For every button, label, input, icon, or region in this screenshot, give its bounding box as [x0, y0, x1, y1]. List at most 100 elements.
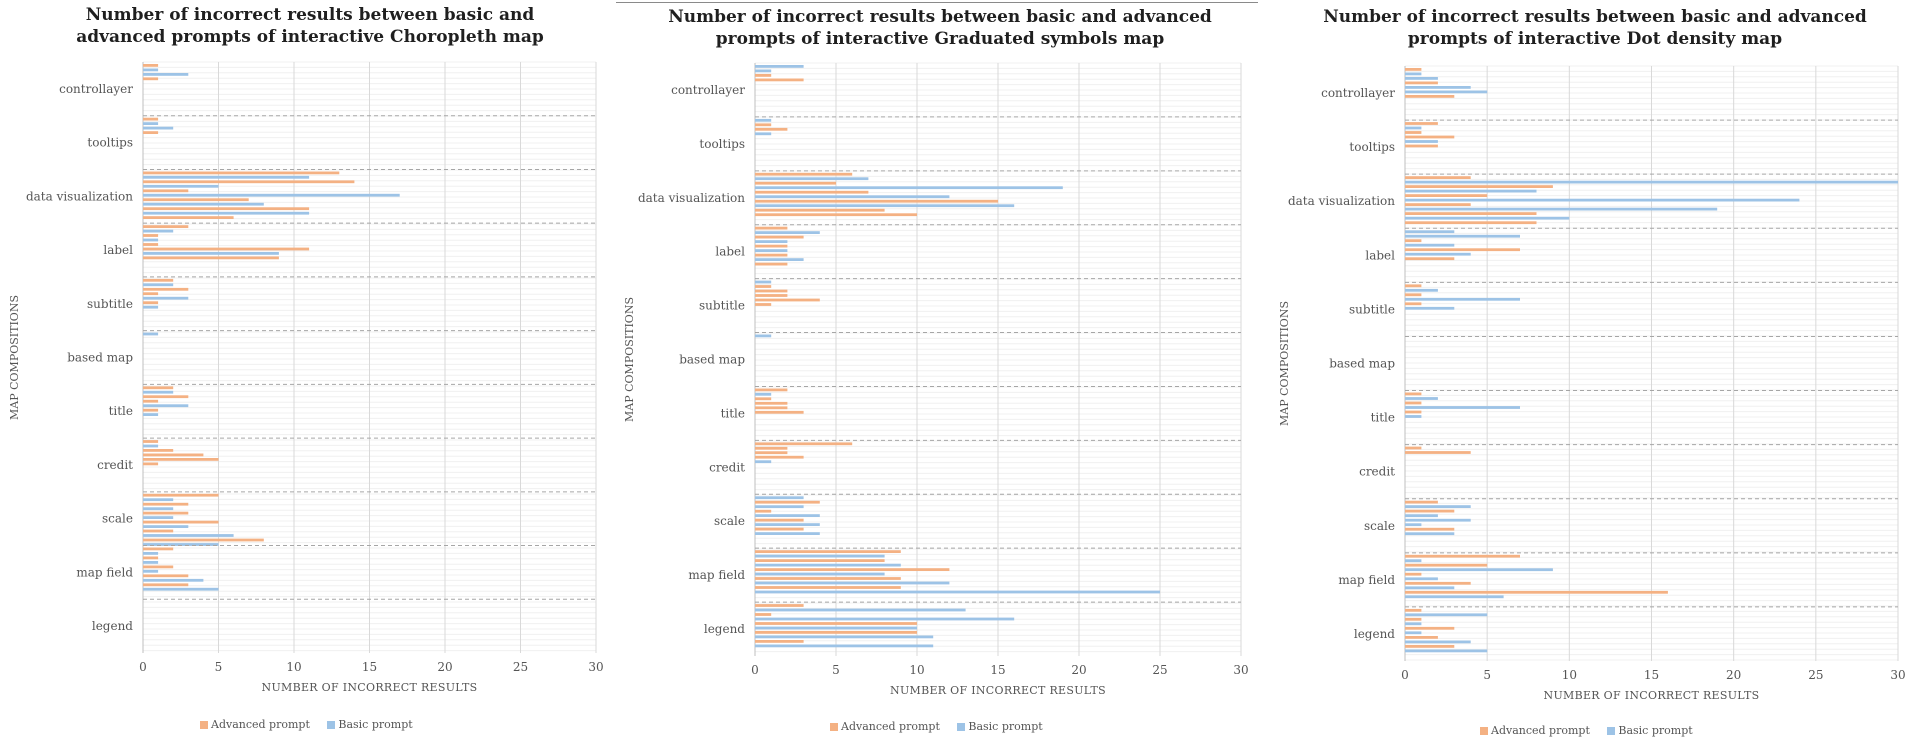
bar-basic-prompt: [143, 238, 159, 242]
bar-basic-prompt: [143, 73, 189, 76]
legend-item-basic: Basic prompt: [327, 718, 413, 731]
bar-basic-prompt: [143, 332, 159, 336]
bar-advanced-prompt: [755, 294, 788, 297]
bar-basic-prompt: [755, 496, 804, 500]
bar-basic-prompt: [755, 132, 772, 136]
bar-basic-prompt: [143, 126, 174, 130]
y-category-label: scale: [102, 512, 133, 526]
bar-advanced-prompt: [143, 565, 174, 569]
bar-basic-prompt: [755, 280, 772, 284]
bar-basic-prompt: [1405, 90, 1488, 94]
x-tick-label: 0: [751, 663, 759, 677]
x-tick-label: 10: [909, 663, 924, 677]
bar-advanced-prompt: [755, 235, 804, 239]
bar-advanced-prompt: [1405, 257, 1455, 261]
y-category-label: tooltips: [87, 136, 133, 150]
bar-advanced-prompt: [755, 127, 788, 131]
bar-advanced-prompt: [755, 262, 788, 266]
bar-basic-prompt: [1405, 518, 1471, 522]
bar-advanced-prompt: [1405, 293, 1422, 297]
bar-advanced-prompt: [1405, 131, 1422, 134]
bar-advanced-prompt: [143, 64, 159, 67]
y-category-label: subtitle: [699, 299, 745, 313]
bar-basic-prompt: [1405, 198, 1800, 202]
chart-title-line: advanced prompts of interactive Chorople…: [76, 27, 544, 47]
legend-label-basic: Basic prompt: [338, 718, 413, 731]
bar-advanced-prompt: [755, 406, 788, 410]
bar-basic-prompt: [755, 186, 1063, 190]
bar-advanced-prompt: [755, 410, 804, 414]
bar-basic-prompt: [755, 65, 804, 68]
bar-advanced-prompt: [755, 401, 788, 405]
bar-basic-prompt: [755, 581, 950, 585]
bar-basic-prompt: [755, 204, 1015, 208]
bar-advanced-prompt: [1405, 451, 1471, 454]
bar-basic-prompt: [1405, 613, 1488, 617]
chart-title-line: prompts of interactive Graduated symbols…: [715, 29, 1165, 49]
bar-advanced-prompt: [755, 388, 788, 392]
bar-basic-prompt: [755, 249, 788, 252]
bar-basic-prompt: [755, 231, 820, 234]
legend-item-advanced: Advanced prompt: [1480, 724, 1590, 737]
bar-advanced-prompt: [1405, 563, 1488, 567]
x-tick-label: 10: [286, 660, 301, 674]
y-category-label: data visualization: [1288, 194, 1395, 208]
y-category-label: label: [1365, 248, 1395, 262]
panel-top-rule: [616, 2, 1258, 3]
bar-basic-prompt: [1405, 189, 1537, 193]
bar-basic-prompt: [755, 258, 804, 261]
bar-basic-prompt: [755, 617, 1015, 621]
x-tick-label: 20: [1071, 663, 1086, 677]
bar-advanced-prompt: [1405, 284, 1422, 288]
bar-advanced-prompt: [1405, 401, 1422, 405]
bar-advanced-prompt: [755, 253, 788, 257]
bar-advanced-prompt: [143, 117, 159, 121]
x-axis-title: NUMBER OF INCORRECT RESULTS: [1544, 689, 1760, 702]
x-tick-label: 30: [1233, 663, 1248, 677]
bar-advanced-prompt: [143, 247, 310, 251]
y-category-label: data visualization: [638, 191, 745, 205]
bar-advanced-prompt: [755, 577, 901, 580]
x-tick-label: 5: [1483, 668, 1491, 682]
bar-advanced-prompt: [755, 451, 788, 455]
bar-basic-prompt: [755, 69, 772, 73]
y-category-label: based map: [679, 353, 745, 367]
bar-basic-prompt: [1405, 415, 1422, 418]
bar-basic-prompt: [143, 444, 159, 448]
x-tick-label: 5: [832, 663, 840, 677]
bar-basic-prompt: [1405, 288, 1438, 292]
chart-title: Number of incorrect results between basi…: [615, 6, 1265, 50]
bar-basic-prompt: [755, 118, 772, 122]
bar-advanced-prompt: [755, 631, 917, 634]
bar-basic-prompt: [143, 507, 174, 511]
bar-basic-prompt: [1405, 622, 1422, 626]
bar-advanced-prompt: [1405, 581, 1471, 585]
bar-advanced-prompt: [143, 502, 189, 506]
bar-advanced-prompt: [143, 583, 189, 587]
bar-basic-prompt: [755, 240, 788, 243]
bar-basic-prompt: [1405, 243, 1455, 247]
bar-advanced-prompt: [143, 462, 159, 466]
y-category-label: legend: [704, 622, 745, 636]
chart-panel-choropleth: Number of incorrect results between basi…: [0, 0, 620, 741]
bar-advanced-prompt: [143, 408, 159, 412]
bar-advanced-prompt: [755, 509, 772, 513]
bar-advanced-prompt: [1405, 144, 1438, 148]
bar-basic-prompt: [143, 175, 310, 179]
bar-basic-prompt: [755, 563, 901, 567]
bar-advanced-prompt: [1405, 392, 1422, 396]
bar-advanced-prompt: [755, 244, 788, 248]
bar-basic-prompt: [143, 122, 159, 125]
bar-advanced-prompt: [143, 234, 159, 237]
bar-advanced-prompt: [755, 613, 772, 616]
chart-title-line: prompts of interactive Dot density map: [1407, 29, 1783, 49]
legend-item-basic: Basic prompt: [957, 720, 1043, 733]
bar-advanced-prompt: [143, 440, 159, 443]
bar-advanced-prompt: [143, 77, 159, 81]
y-category-label: credit: [1359, 465, 1395, 479]
bar-basic-prompt: [143, 283, 174, 287]
y-category-label: scale: [1364, 519, 1395, 533]
y-category-label: subtitle: [87, 297, 133, 311]
bar-advanced-prompt: [755, 213, 917, 217]
y-category-label: legend: [1354, 627, 1395, 641]
